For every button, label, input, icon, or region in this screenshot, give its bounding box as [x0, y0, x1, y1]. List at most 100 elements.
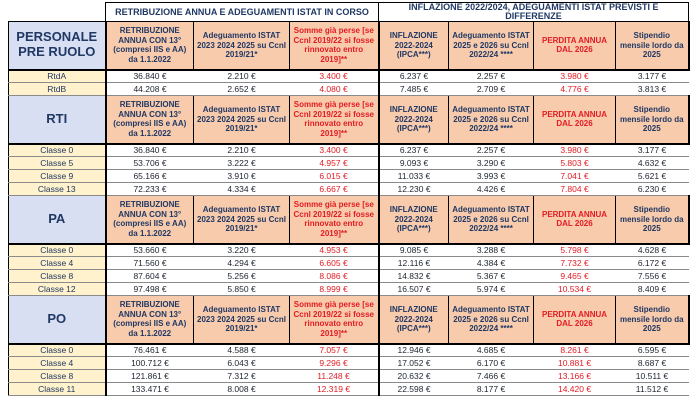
value-cell: 2.257 €	[448, 69, 534, 83]
column-header-retribuzione: RETRIBUZIONE ANNUA CON 13° (compresi IIS…	[104, 95, 194, 145]
value-cell: 8.999 €	[289, 282, 379, 296]
value-cell: 6.237 €	[377, 69, 449, 83]
value-cell: 121.861 €	[104, 369, 194, 383]
column-header-retribuzione: RETRIBUZIONE ANNUA CON 13° (compresi IIS…	[104, 21, 194, 71]
table-row: Classe 0 76.461 € 4.588 € 7.057 € 12.946…	[8, 343, 689, 357]
value-cell: 3.220 €	[193, 243, 290, 257]
table-row: Classe 9 65.166 € 3.910 € 6.015 € 11.033…	[8, 169, 689, 183]
value-cell: 9.085 €	[377, 243, 449, 257]
column-header-somme-perse: Somme già perse [se Ccnl 2019/22 si foss…	[288, 295, 380, 345]
table-row: Classe 13 72.233 € 4.334 € 6.667 € 12.23…	[8, 182, 689, 196]
value-cell: 11.248 €	[289, 369, 379, 383]
value-cell: 4.776 €	[533, 82, 616, 96]
value-cell: 6.237 €	[377, 143, 449, 157]
value-cell: 8.086 €	[289, 269, 379, 283]
table-row: Classe 8 121.861 € 7.312 € 11.248 € 20.6…	[8, 369, 689, 383]
column-header-inflazione: INFLAZIONE 2022-2024 (IPCA***)	[377, 95, 450, 145]
table-row: Classe 11 133.471 € 8.008 € 12.319 € 22.…	[8, 382, 689, 396]
column-header-inflazione: INFLAZIONE 2022-2024 (IPCA***)	[377, 21, 450, 71]
value-cell: 6.667 €	[289, 182, 379, 196]
column-header-perdita: PERDITA ANNUA DAL 2026	[533, 21, 617, 71]
row-label: Classe 8	[8, 369, 106, 383]
band-row: RETRIBUZIONE ANNUA E ADEGUAMENTI ISTAT I…	[8, 2, 690, 22]
value-cell: 4.080 €	[289, 82, 379, 96]
column-header-somme-perse: Somme già perse [se Ccnl 2019/22 si foss…	[288, 95, 380, 145]
column-header-stipendio: Stipendio mensile lordo da 2025	[615, 195, 690, 245]
value-cell: 65.166 €	[104, 169, 194, 183]
row-label: Classe 0	[8, 143, 106, 157]
value-cell: 44.208 €	[104, 82, 194, 96]
value-cell: 6.043 €	[193, 356, 290, 370]
column-header-inflazione: INFLAZIONE 2022-2024 (IPCA***)	[377, 295, 450, 345]
band-right-title: INFLAZIONE 2022/2024, ADEGUAMENTI ISTAT …	[378, 2, 690, 22]
value-cell: 97.498 €	[104, 282, 194, 296]
value-cell: 6.015 €	[289, 169, 379, 183]
row-label: RtdA	[8, 69, 106, 83]
column-header-stipendio: Stipendio mensile lordo da 2025	[615, 295, 690, 345]
section-label-pre-ruolo: PERSONALE PRE RUOLO	[8, 21, 106, 71]
column-header-somme-perse: Somme già perse [se Ccnl 2019/22 si foss…	[288, 21, 380, 71]
value-cell: 10.511 €	[615, 369, 689, 383]
table-row: Classe 4 71.560 € 4.294 € 6.605 € 12.116…	[8, 256, 689, 270]
value-cell: 2.709 €	[448, 82, 534, 96]
column-header-adeguamento-2025: Adeguamento ISTAT 2025 e 2026 su Ccnl 20…	[448, 95, 535, 145]
value-cell: 3.980 €	[533, 143, 616, 157]
value-cell: 9.296 €	[289, 356, 379, 370]
table-row: RtdA 36.840 € 2.210 € 3.400 € 6.237 € 2.…	[8, 69, 689, 83]
table-row: Classe 0 53.660 € 3.220 € 4.953 € 9.085 …	[8, 243, 689, 257]
value-cell: 5.621 €	[615, 169, 689, 183]
value-cell: 53.660 €	[104, 243, 194, 257]
value-cell: 3.980 €	[533, 69, 616, 83]
value-cell: 3.993 €	[448, 169, 534, 183]
value-cell: 8.008 €	[193, 382, 290, 396]
row-label: Classe 12	[8, 282, 106, 296]
value-cell: 4.334 €	[193, 182, 290, 196]
value-cell: 3.400 €	[289, 143, 379, 157]
value-cell: 4.588 €	[193, 343, 290, 357]
table-row: Classe 4 100.712 € 6.043 € 9.296 € 17.05…	[8, 356, 689, 370]
column-header-adeguamento-2025: Adeguamento ISTAT 2025 e 2026 su Ccnl 20…	[448, 195, 535, 245]
table-row: Classe 12 97.498 € 5.850 € 8.999 € 16.50…	[8, 282, 689, 296]
value-cell: 11.033 €	[377, 169, 449, 183]
value-cell: 12.946 €	[377, 343, 449, 357]
value-cell: 17.052 €	[377, 356, 449, 370]
value-cell: 13.166 €	[533, 369, 616, 383]
value-cell: 6.230 €	[615, 182, 689, 196]
value-cell: 8.409 €	[615, 282, 689, 296]
table-row: Classe 5 53.706 € 3.222 € 4.957 € 9.093 …	[8, 156, 689, 170]
value-cell: 5.256 €	[193, 269, 290, 283]
value-cell: 6.172 €	[615, 256, 689, 270]
column-header-retribuzione: RETRIBUZIONE ANNUA CON 13° (compresi IIS…	[104, 295, 194, 345]
value-cell: 12.116 €	[377, 256, 449, 270]
value-cell: 5.803 €	[533, 156, 616, 170]
value-cell: 10.534 €	[533, 282, 616, 296]
column-header-inflazione: INFLAZIONE 2022-2024 (IPCA***)	[377, 195, 450, 245]
row-label: RtdB	[8, 82, 106, 96]
column-header-adeguamento-2025: Adeguamento ISTAT 2025 e 2026 su Ccnl 20…	[448, 21, 535, 71]
header-row-po: PO RETRIBUZIONE ANNUA CON 13° (compresi …	[8, 295, 690, 345]
column-header-perdita: PERDITA ANNUA DAL 2026	[533, 95, 617, 145]
value-cell: 3.288 €	[448, 243, 534, 257]
value-cell: 3.813 €	[615, 82, 689, 96]
value-cell: 76.461 €	[104, 343, 194, 357]
value-cell: 7.466 €	[448, 369, 534, 383]
value-cell: 12.230 €	[377, 182, 449, 196]
value-cell: 3.177 €	[615, 69, 689, 83]
value-cell: 71.560 €	[104, 256, 194, 270]
column-header-stipendio: Stipendio mensile lordo da 2025	[615, 95, 690, 145]
value-cell: 4.953 €	[289, 243, 379, 257]
column-header-adeguamento-2023: Adeguamento ISTAT 2023 2024 2025 su Ccnl…	[193, 95, 290, 145]
value-cell: 3.400 €	[289, 69, 379, 83]
value-cell: 87.604 €	[104, 269, 194, 283]
value-cell: 9.093 €	[377, 156, 449, 170]
value-cell: 3.910 €	[193, 169, 290, 183]
value-cell: 36.840 €	[104, 143, 194, 157]
row-label: Classe 13	[8, 182, 106, 196]
value-cell: 3.177 €	[615, 143, 689, 157]
value-cell: 72.233 €	[104, 182, 194, 196]
value-cell: 4.294 €	[193, 256, 290, 270]
header-row-rti: RTI RETRIBUZIONE ANNUA CON 13° (compresi…	[8, 95, 690, 145]
band-spacer	[8, 2, 106, 22]
row-label: Classe 8	[8, 269, 106, 283]
